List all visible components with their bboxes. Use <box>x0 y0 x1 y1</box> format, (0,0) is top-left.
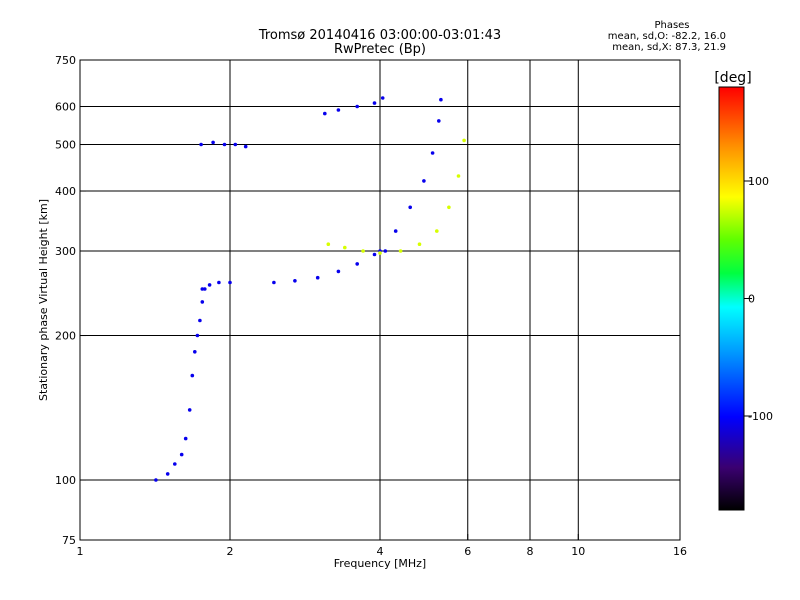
echo-point <box>422 179 426 183</box>
echo-point <box>326 242 331 246</box>
chart-title: Tromsø 20140416 03:00:00-03:01:43 <box>258 28 502 43</box>
echo-point <box>383 249 388 253</box>
echo-point <box>190 373 195 378</box>
x-tick-label: 6 <box>464 545 471 558</box>
colorbar-tick-label: -100 <box>748 410 773 423</box>
colorbar <box>718 86 745 511</box>
echo-point <box>336 108 341 112</box>
phase-statistics: Phases mean, sd,O: -82.2, 16.0 mean, sd,… <box>596 20 726 53</box>
echo-point <box>372 101 377 105</box>
colorbar-tick-label: 100 <box>748 175 769 188</box>
echo-point <box>393 229 398 233</box>
chart-subtitle: RwPretec (Bp) <box>333 42 427 57</box>
echo-point <box>417 242 422 246</box>
echo-point <box>195 333 200 338</box>
y-tick-label: 200 <box>55 330 76 343</box>
phase-heading: Phases <box>654 20 690 31</box>
echo-point <box>200 300 205 304</box>
echo-point <box>315 275 320 280</box>
colorbar-tick-label: 0 <box>748 293 755 306</box>
echo-point <box>408 205 413 210</box>
echo-point <box>154 478 158 482</box>
x-tick-label: 16 <box>673 545 687 558</box>
echo-point <box>380 96 385 100</box>
x-tick-label: 2 <box>227 545 234 558</box>
echo-point <box>193 350 197 354</box>
y-tick-label: 400 <box>55 185 76 198</box>
echo-point <box>217 280 221 285</box>
x-tick-label: 1 <box>77 545 84 558</box>
phase-o-stats: mean, sd,O: -82.2, 16.0 <box>607 31 726 42</box>
echo-point <box>355 262 360 266</box>
x-tick-label: 10 <box>571 545 585 558</box>
grid-lines <box>80 60 680 540</box>
echo-point <box>222 142 227 147</box>
echo-point <box>462 138 466 143</box>
echo-point <box>183 436 188 441</box>
echo-point <box>323 111 327 116</box>
x-axis: 1 2 4 6 8 10 16 <box>77 534 687 558</box>
x-tick-label: 8 <box>527 545 534 558</box>
echo-point <box>293 279 297 283</box>
echo-point <box>372 252 377 257</box>
y-tick-label: 300 <box>55 245 76 258</box>
echo-point <box>361 249 365 253</box>
echo-point <box>378 251 382 255</box>
echo-point <box>187 408 192 412</box>
echo-point <box>165 472 170 476</box>
echo-point <box>437 119 441 123</box>
echo-point <box>439 97 443 102</box>
echo-point <box>198 318 202 323</box>
echo-point <box>211 140 215 145</box>
echo-point <box>228 280 232 285</box>
echo-point <box>343 245 347 250</box>
x-axis-label: Frequency [MHz] <box>334 557 426 570</box>
x-tick-label: 4 <box>377 545 384 558</box>
echo-point <box>233 142 238 147</box>
y-tick-label: 100 <box>55 474 76 487</box>
echo-point <box>200 287 205 291</box>
echo-point <box>207 283 212 287</box>
data-points <box>154 96 466 482</box>
y-tick-label: 600 <box>55 101 76 114</box>
echo-point <box>398 249 403 253</box>
echo-point <box>173 462 177 466</box>
colorbar-label: [deg] <box>714 70 751 86</box>
y-tick-label: 75 <box>62 534 76 547</box>
echo-point <box>430 151 435 155</box>
echo-point <box>203 287 207 291</box>
phase-x-stats: mean, sd,X: 87.3, 21.9 <box>612 42 726 53</box>
echo-point <box>243 144 248 149</box>
echo-point <box>199 142 203 147</box>
y-tick-label: 750 <box>55 54 76 67</box>
echo-point <box>179 452 184 457</box>
echo-point <box>355 104 360 109</box>
y-axis-label: Stationary phase Virtual Height [km] <box>37 199 50 401</box>
colorbar-ticks: -100 0 100 <box>744 175 773 423</box>
echo-point <box>272 280 276 285</box>
echo-point <box>435 229 439 233</box>
y-axis: 75 100 200 300 400 500 600 750 <box>55 54 86 547</box>
echo-point <box>336 269 341 274</box>
echo-point <box>447 205 451 210</box>
echo-point <box>456 174 461 178</box>
y-tick-label: 500 <box>55 139 76 152</box>
